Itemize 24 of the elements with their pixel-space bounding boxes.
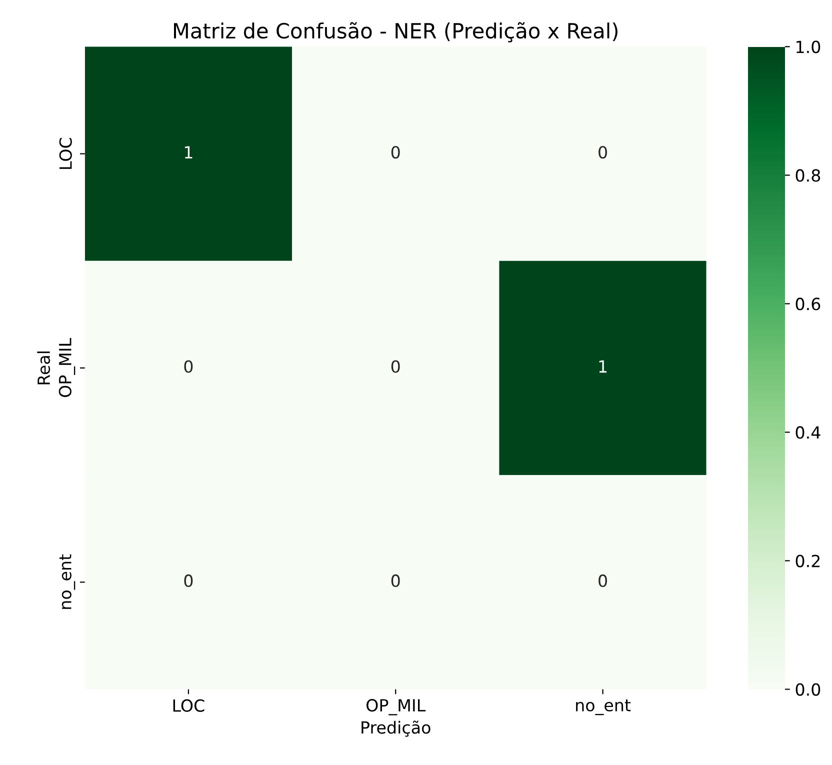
x-tick-label: no_ent — [576, 699, 631, 716]
y-tick-label: no_ent — [60, 554, 76, 609]
data-label: 0 — [598, 146, 607, 159]
data-label: 1 — [599, 360, 607, 373]
color-bar-label: 1.0 — [796, 40, 820, 54]
data-label: 0 — [391, 574, 400, 587]
color-bar-label: 0.0 — [796, 683, 820, 696]
x-tick-label: LOC — [173, 699, 204, 712]
color-bar-label: 0.2 — [796, 554, 820, 568]
x-axis-title: Predição — [362, 720, 430, 737]
data-label: 1 — [184, 146, 192, 158]
color-bar-label: 0.6 — [796, 298, 820, 310]
x-tick-label: OP_MIL — [366, 698, 426, 716]
color-bar-label: 0.8 — [796, 169, 820, 182]
data-label: 0 — [184, 574, 193, 587]
color-bar-label: 0.4 — [796, 426, 820, 439]
y-axis-title: Real — [37, 352, 50, 384]
chart-title: Matriz de Confusão - NER (Predição x Real) — [174, 22, 618, 42]
data-label: 0 — [391, 146, 400, 159]
data-label: 0 — [598, 574, 607, 587]
y-tick-label: OP_MIL — [58, 338, 76, 398]
y-tick-label: LOC — [59, 138, 72, 169]
data-label: 0 — [184, 360, 193, 373]
data-label: 0 — [391, 360, 400, 373]
